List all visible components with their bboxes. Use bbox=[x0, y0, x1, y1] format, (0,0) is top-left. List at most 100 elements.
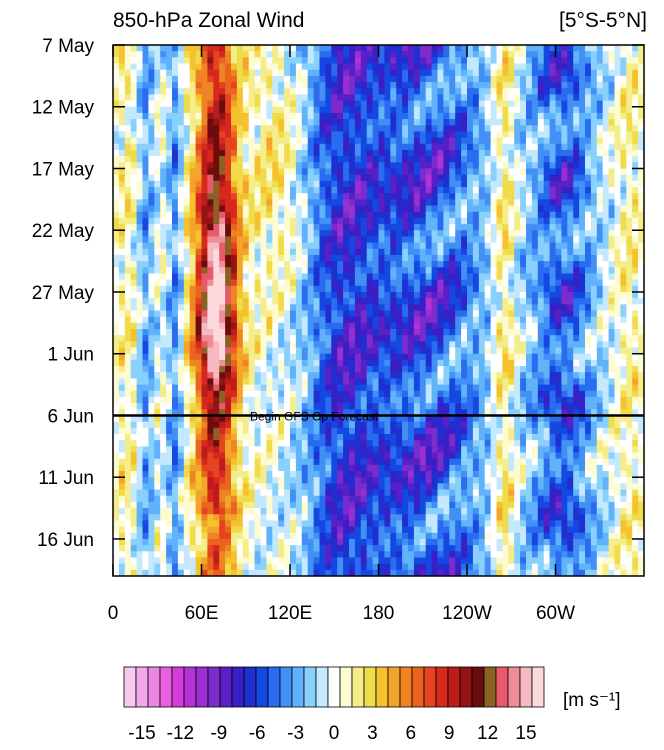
heatmap-cell bbox=[160, 372, 167, 380]
heatmap-cell bbox=[413, 168, 421, 176]
heatmap-cell bbox=[183, 285, 191, 293]
heatmap-cell bbox=[142, 230, 149, 237]
heatmap-cell bbox=[626, 335, 633, 342]
heatmap-cell bbox=[573, 359, 580, 367]
heatmap-cell bbox=[514, 366, 521, 373]
heatmap-cell bbox=[514, 88, 521, 95]
heatmap-cell bbox=[502, 236, 509, 244]
heatmap-cell bbox=[160, 279, 167, 287]
heatmap-cell bbox=[231, 347, 238, 355]
heatmap-cell bbox=[284, 69, 291, 77]
heatmap-cell bbox=[384, 248, 391, 256]
heatmap-cell bbox=[396, 298, 403, 305]
heatmap-cell bbox=[231, 180, 238, 188]
heatmap-cell bbox=[154, 248, 161, 256]
heatmap-cell bbox=[337, 230, 344, 237]
heatmap-cell bbox=[130, 384, 138, 392]
heatmap-cell bbox=[284, 51, 291, 58]
heatmap-cell bbox=[531, 205, 539, 213]
heatmap-cell bbox=[620, 193, 627, 200]
heatmap-cell bbox=[579, 51, 586, 58]
heatmap-cell bbox=[526, 366, 533, 373]
heatmap-cell bbox=[596, 69, 604, 77]
heatmap-cell bbox=[284, 236, 291, 244]
heatmap-cell bbox=[526, 267, 533, 275]
heatmap-cell bbox=[467, 230, 474, 237]
heatmap-cell bbox=[378, 267, 385, 275]
heatmap-cell bbox=[408, 341, 415, 349]
heatmap-cell bbox=[142, 347, 149, 355]
heatmap-cell bbox=[496, 187, 503, 194]
heatmap-cell bbox=[620, 261, 627, 268]
heatmap-cell bbox=[490, 291, 498, 299]
heatmap-cell bbox=[260, 174, 267, 182]
heatmap-cell bbox=[461, 248, 468, 256]
heatmap-cell bbox=[490, 193, 498, 200]
heatmap-cell bbox=[549, 335, 557, 342]
heatmap-cell bbox=[172, 279, 179, 287]
heatmap-cell bbox=[579, 112, 586, 120]
heatmap-cell bbox=[248, 162, 256, 170]
heatmap-cell bbox=[620, 267, 627, 275]
heatmap-cell bbox=[437, 69, 444, 77]
heatmap-cell bbox=[431, 273, 439, 281]
heatmap-cell bbox=[254, 378, 262, 386]
heatmap-cell bbox=[396, 82, 403, 89]
heatmap-cell bbox=[555, 298, 562, 305]
heatmap-cell bbox=[402, 112, 409, 120]
heatmap-cell bbox=[467, 137, 474, 145]
heatmap-cell bbox=[620, 359, 627, 367]
heatmap-cell bbox=[113, 341, 120, 349]
heatmap-cell bbox=[124, 242, 132, 250]
heatmap-cell bbox=[402, 137, 409, 145]
heatmap-cell bbox=[272, 372, 279, 380]
heatmap-cell bbox=[608, 94, 616, 102]
heatmap-cell bbox=[626, 162, 633, 170]
heatmap-cell bbox=[384, 359, 391, 367]
heatmap-cell bbox=[231, 242, 238, 250]
heatmap-cell bbox=[307, 384, 315, 392]
heatmap-cell bbox=[319, 75, 326, 83]
heatmap-cell bbox=[638, 341, 644, 349]
heatmap-cell bbox=[549, 125, 557, 133]
heatmap-cell bbox=[490, 162, 498, 170]
heatmap-cell bbox=[337, 384, 344, 392]
heatmap-cell bbox=[213, 285, 220, 293]
heatmap-cell bbox=[372, 279, 380, 287]
heatmap-cell bbox=[614, 366, 621, 373]
heatmap-cell bbox=[419, 291, 427, 299]
heatmap-cell bbox=[349, 162, 356, 170]
heatmap-cell bbox=[183, 125, 191, 133]
heatmap-cell bbox=[443, 236, 450, 244]
heatmap-cell bbox=[354, 168, 362, 176]
heatmap-cell bbox=[608, 106, 616, 114]
heatmap-cell bbox=[490, 211, 498, 219]
heatmap-cell bbox=[130, 131, 138, 139]
heatmap-cell bbox=[567, 353, 574, 361]
heatmap-cell bbox=[520, 359, 527, 367]
heatmap-cell bbox=[207, 100, 214, 108]
heatmap-cell bbox=[172, 82, 179, 89]
heatmap-cell bbox=[201, 322, 208, 330]
heatmap-cell bbox=[443, 322, 450, 330]
heatmap-cell bbox=[307, 149, 315, 157]
heatmap-cell bbox=[419, 261, 427, 268]
heatmap-cell bbox=[113, 63, 120, 71]
heatmap-cell bbox=[307, 162, 315, 170]
heatmap-cell bbox=[602, 137, 610, 145]
heatmap-cell bbox=[349, 366, 356, 373]
heatmap-cell bbox=[531, 378, 539, 386]
heatmap-cell bbox=[514, 279, 521, 287]
heatmap-cell bbox=[136, 69, 144, 77]
heatmap-cell bbox=[295, 143, 303, 151]
heatmap-cell bbox=[266, 199, 273, 207]
heatmap-cell bbox=[195, 162, 203, 170]
heatmap-cell bbox=[207, 298, 214, 305]
heatmap-cell bbox=[130, 63, 138, 71]
heatmap-cell bbox=[366, 359, 374, 367]
heatmap-cell bbox=[343, 217, 350, 225]
heatmap-cell bbox=[425, 149, 433, 157]
heatmap-cell bbox=[449, 137, 456, 145]
heatmap-cell bbox=[248, 372, 256, 380]
heatmap-cell bbox=[402, 316, 409, 324]
